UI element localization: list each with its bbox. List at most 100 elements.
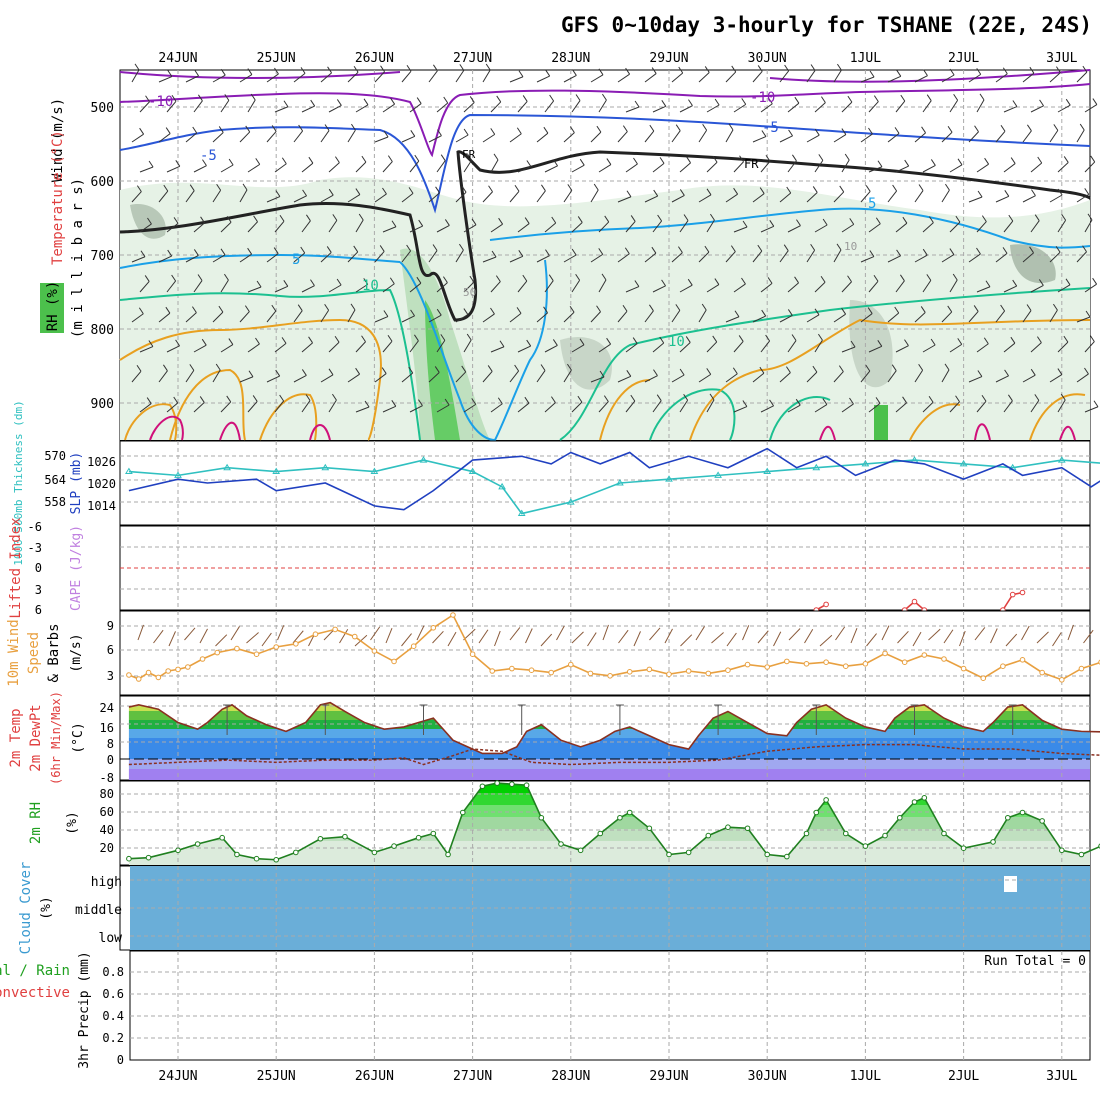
rh-2m-point [391,843,397,849]
upper-wind-barbs [131,63,1099,413]
rh-legend-swatch [40,283,64,333]
rh-tick-40: 40 [100,823,114,837]
wind-speed-point [784,658,790,665]
rh-2m-point [784,853,790,860]
rh-2m-point [430,830,437,837]
contour-minus5 [119,113,1091,214]
temp-tick-24: 24 [100,701,114,715]
bottom-date-26JUN: 26JUN [355,1069,394,1084]
wind-speed-point [646,666,653,673]
ylabel-temp-unit: (°C) [71,722,86,753]
rh-2m-point [882,832,888,839]
top-date-28JUN: 28JUN [551,51,590,66]
rh-2m-point [705,832,712,839]
wind-speed-point [862,661,869,667]
rh-tick-20: 20 [100,841,114,855]
thickness-point [272,467,281,475]
wind-speed-point [607,673,613,679]
rh-tick-80: 80 [100,787,114,801]
bottom-date-27JUN: 27JUN [453,1069,492,1084]
contour-plus15 [119,318,1091,441]
rh-2m-point [558,841,564,847]
label-minus10-right: -10 [750,90,775,106]
contour-labels: -10 -10 -5 -5 FR FR 5 5 10 10 10 50 [148,90,876,350]
wind-speed-point [293,641,299,647]
rh-2m-point [1019,809,1026,816]
rh-shade-high [425,300,460,440]
ylabel-rh2m: 2m RH [28,802,44,844]
rh-2m-point [273,856,280,863]
slp-tick-1014: 1014 [87,499,116,513]
slp-line [128,447,1100,511]
wind-speed-point [1078,665,1085,672]
rh-2m-point [1039,818,1045,824]
thickness-point [959,459,968,467]
ylabel-cape: CAPE (J/kg) [69,525,84,611]
li-tick-m3: -3 [28,541,42,555]
thickness-point [812,463,821,471]
rh-2m-line [128,782,1100,861]
temp-tick-8: 8 [107,737,114,751]
wind-speed-point [921,652,928,658]
rh-2m-point [803,830,810,837]
rh-2m-point [194,841,201,847]
thickness-line [128,459,1100,515]
rh-2m-point [1078,851,1085,858]
contour-minus10-top [119,69,1091,83]
rh-2m-point [823,797,829,803]
lifted-index-1-point [911,598,918,605]
rh-2m-point [577,847,584,854]
thickness-point [321,463,330,471]
precip-tick-0: 0 [117,1053,124,1067]
precip-tick-02: 0.2 [102,1031,124,1045]
top-date-29JUN: 29JUN [649,51,688,66]
thickness-point [468,467,477,475]
thickness-point [566,498,575,505]
rh-2m-point [764,851,771,858]
wind-speed-point [273,644,280,650]
rh-2m-point [126,855,132,862]
rh-shade-grey2 [560,336,612,390]
ylabel-li: Lifted Index [8,517,24,618]
ylabel-temp-b: 2m DewPt [28,704,44,771]
top-date-25JUN: 25JUN [257,51,296,66]
slp-tick-1020: 1020 [87,477,116,491]
ylabel-wind10-a: 10m Wind [6,619,22,686]
rh-2m-point [617,814,623,821]
ylabel-precip-c: 3hr Precip (mm) [77,951,92,1068]
rh-2m-point [862,843,869,849]
wind-speed-point [941,656,947,662]
rh-2m-point [725,824,731,831]
rh-2m-point [666,851,672,858]
thickness-point [498,482,506,490]
thickness-point [419,456,428,463]
ylabel-rh-unit: (%) [65,811,80,834]
wind10m-panel: 9 6 3 10m Wind Speed & Barbs (m/s) [6,610,1100,696]
top-date-3JUL: 3JUL [1046,51,1077,66]
bottom-date-24JUN: 24JUN [158,1069,197,1084]
label-rh50: 50 [463,286,476,299]
ylabel-wind10-b: Speed [26,632,42,674]
wind-speed-point [234,645,240,652]
contour-plus10-lower [649,388,831,441]
wind-speed-point [528,667,535,674]
run-total: Run Total = 0 [984,954,1086,969]
thickness-point [861,459,870,467]
ylabel-precip-b: Convective [0,985,70,1001]
rh-2m-point [941,830,947,837]
lifted-index-0-point [823,601,829,608]
wind-speed-point [155,674,162,681]
wind-speed-point [744,661,751,668]
dewpoint-2m-line [128,743,1100,766]
rh-2m-point [813,809,820,816]
label-plus10-left: 10 [362,278,379,294]
wind-speed-point [135,676,142,682]
top-date-30JUN: 30JUN [748,51,787,66]
wind-speed-point [489,668,496,674]
tick-700: 700 [91,249,114,264]
rh-2m-point [219,834,225,841]
ylabel-wind: Wind (m/s) [50,98,66,182]
cloud-panel: high middle low Cloud Cover (%) [18,862,1091,954]
rh-2m-point [685,849,692,856]
